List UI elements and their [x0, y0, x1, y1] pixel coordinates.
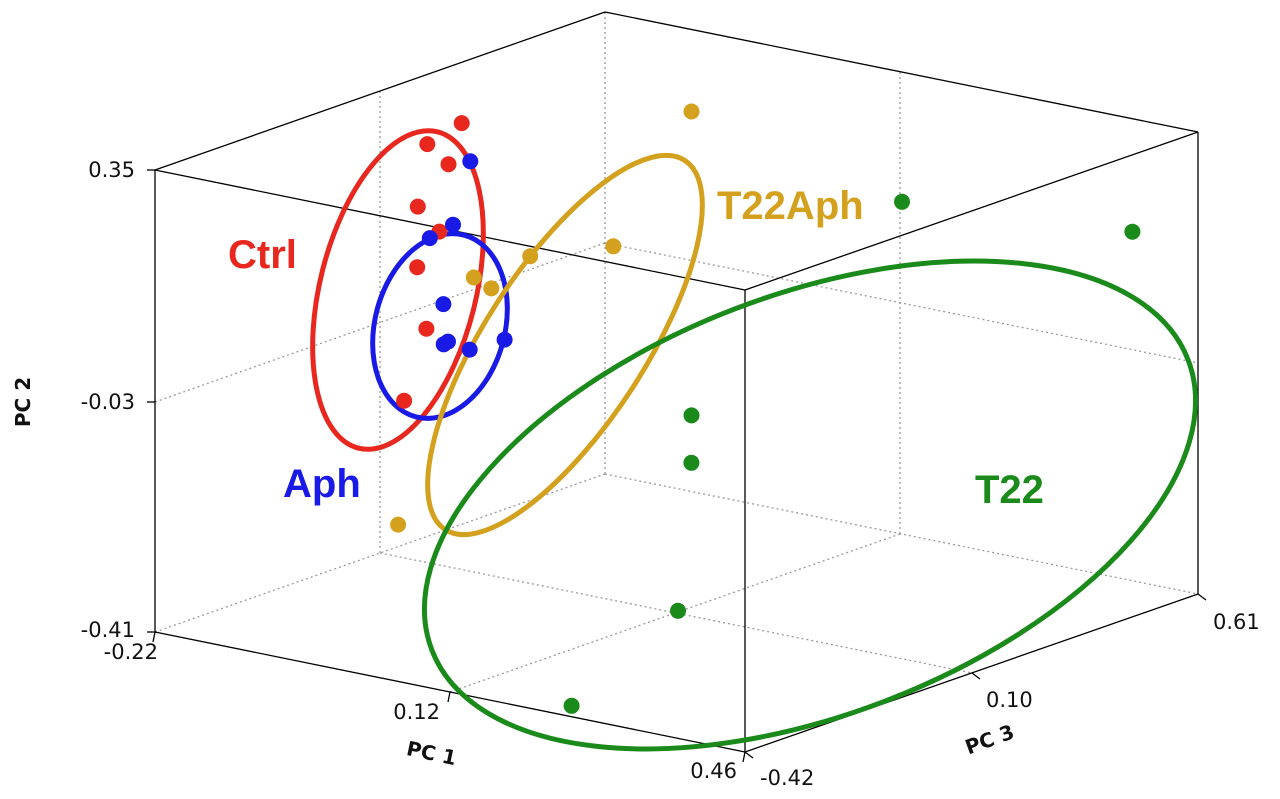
- point-t22-1: [894, 193, 910, 210]
- group-labels: Ctrl Aph T22Aph T22: [228, 184, 1044, 512]
- point-ctrl-1: [419, 136, 436, 153]
- edge-top-back-left: [154, 11, 606, 171]
- point-t22-3: [683, 407, 700, 424]
- back-edge-bottom-right: [604, 473, 1199, 595]
- tick-mark-pc1-start: [152, 631, 156, 643]
- data-points: [390, 103, 1141, 714]
- tick-label-pc1-start: -0.22: [104, 640, 158, 664]
- grid-lines: [154, 12, 1199, 693]
- tick-label-pc2-top: 0.35: [88, 158, 135, 182]
- axis-title-pc3: PC 3: [962, 720, 1017, 760]
- edge-top-back-right: [604, 11, 1199, 133]
- group-label-ctrl: Ctrl: [228, 233, 297, 277]
- point-t22-2: [1124, 223, 1141, 240]
- point-t22-5: [670, 602, 686, 619]
- point-aph-6: [440, 333, 456, 350]
- point-aph-8: [496, 331, 513, 348]
- group-label-aph: Aph: [283, 462, 361, 506]
- axis-title-pc2: PC 2: [11, 377, 35, 427]
- point-aph-3: [421, 230, 438, 247]
- point-t22-6: [563, 697, 580, 714]
- point-ctrl-7: [418, 320, 435, 337]
- point-t22aph-6: [390, 516, 407, 533]
- point-t22aph-3: [522, 248, 539, 265]
- point-aph-1: [462, 153, 479, 170]
- box-frame: [154, 11, 1199, 753]
- tick-mark-pc3-start: [744, 751, 754, 759]
- point-ctrl-3: [440, 156, 457, 173]
- point-t22aph-5: [683, 103, 700, 120]
- point-t22aph-4: [605, 238, 622, 255]
- axis-title-pc1: PC 1: [404, 736, 458, 770]
- group-ellipses: [310, 128, 1199, 752]
- grid-floor-pc1: [379, 552, 973, 674]
- point-t22aph-1: [465, 269, 482, 286]
- tick-mark-pc1-end: [742, 751, 746, 763]
- tick-label-pc1-mid: 0.12: [393, 700, 440, 724]
- tick-label-pc3-mid: 0.10: [986, 688, 1033, 712]
- group-label-t22aph: T22Aph: [717, 184, 864, 228]
- group-label-t22: T22: [975, 468, 1044, 512]
- edge-bottom-pc3: [744, 593, 1199, 753]
- tick-label-pc3-end: 0.61: [1213, 610, 1260, 634]
- point-ctrl-8: [396, 392, 413, 409]
- grid-pc2-mid-right: [604, 242, 1199, 364]
- ellipse-ctrl: [310, 128, 486, 452]
- point-ctrl-2: [453, 115, 470, 132]
- tick-mark-pc3-mid: [971, 672, 981, 680]
- point-t22-4: [683, 454, 700, 471]
- point-t22aph-2: [483, 280, 500, 297]
- tick-label-pc1-end: 0.46: [690, 759, 737, 783]
- tick-label-pc2-mid: -0.03: [81, 390, 135, 414]
- tick-label-pc2-bottom: -0.41: [81, 618, 135, 642]
- point-aph-4: [435, 296, 452, 313]
- tick-label-pc3-start: -0.42: [760, 766, 814, 790]
- point-aph-7: [461, 341, 478, 358]
- ellipse-aph: [370, 231, 510, 421]
- tick-marks: [147, 169, 1207, 763]
- point-ctrl-6: [409, 259, 426, 276]
- ellipse-t22aph: [425, 152, 705, 538]
- point-ctrl-4: [409, 198, 426, 215]
- edge-top-front-right: [744, 131, 1199, 291]
- point-aph-2: [445, 216, 461, 233]
- axis-titles: PC 2 PC 1 PC 3: [11, 377, 1017, 770]
- tick-mark-pc3-end: [1197, 593, 1207, 601]
- tick-labels: 0.35 -0.03 -0.41 -0.22 0.12 0.46 -0.42 0…: [81, 158, 1260, 790]
- tick-mark-pc1-mid: [447, 691, 451, 703]
- ellipse-t22: [421, 258, 1199, 752]
